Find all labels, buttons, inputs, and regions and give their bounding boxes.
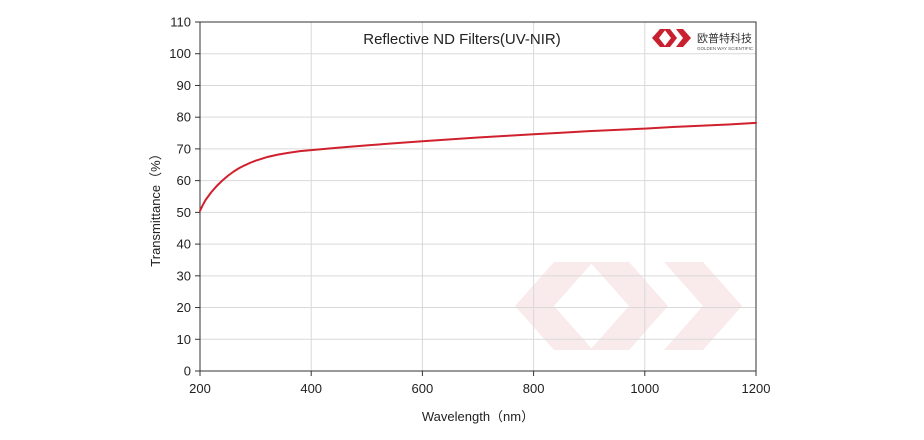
y-axis: 0 10 20 30 40 50 60 70 80 90 100 110 [169, 15, 200, 379]
y-tick-label: 30 [177, 268, 191, 283]
y-tick-label: 60 [177, 173, 191, 188]
grid-lines [200, 22, 756, 371]
x-axis-label: Wavelength（nm） [422, 409, 534, 424]
x-axis: 200 400 600 800 1000 1200 [189, 371, 770, 396]
x-tick-label: 1000 [630, 381, 659, 396]
logo-name-en: GOLDEN WAY SCIENTIFIC [697, 46, 754, 51]
y-tick-label: 90 [177, 78, 191, 93]
logo-name-cn: 欧普特科技 [697, 31, 752, 45]
y-tick-label: 50 [177, 205, 191, 220]
x-tick-label: 200 [189, 381, 211, 396]
transmittance-line [199, 121, 757, 212]
y-tick-label: 70 [177, 141, 191, 156]
watermark-logo [515, 262, 742, 350]
y-tick-label: 40 [177, 237, 191, 252]
x-tick-label: 800 [523, 381, 545, 396]
logo-mark-icon [652, 29, 691, 47]
series-layer [199, 121, 757, 212]
plot-frame [199, 21, 757, 372]
x-tick-label: 1200 [742, 381, 771, 396]
y-tick-label: 10 [177, 332, 191, 347]
y-axis-label: Transmittance（%） [148, 147, 163, 266]
y-tick-label: 110 [170, 15, 191, 30]
y-tick-label: 0 [184, 364, 191, 379]
chart-title: Reflective ND Filters(UV-NIR) [363, 31, 561, 48]
company-logo: 欧普特科技 GOLDEN WAY SCIENTIFIC [652, 29, 754, 51]
x-tick-label: 600 [412, 381, 434, 396]
x-tick-label: 400 [300, 381, 322, 396]
y-tick-label: 100 [169, 46, 191, 61]
y-tick-label: 20 [177, 300, 191, 315]
y-tick-label: 80 [177, 110, 191, 125]
